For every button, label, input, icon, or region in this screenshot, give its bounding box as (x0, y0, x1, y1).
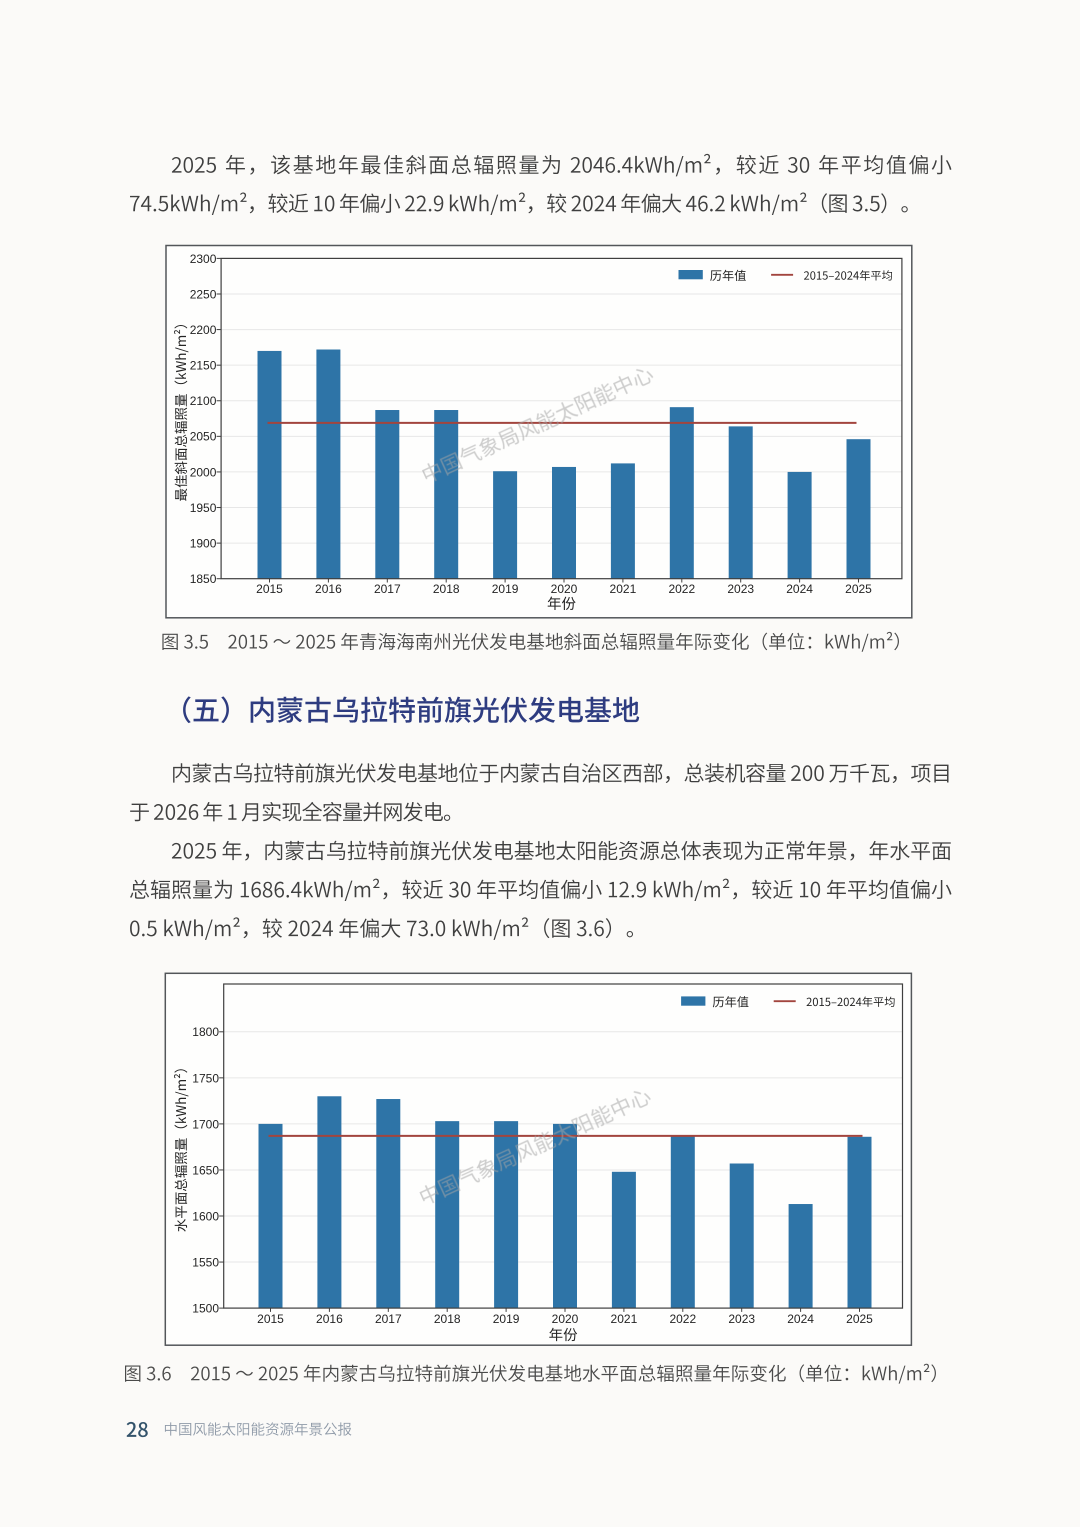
svg-text:1950: 1950 (190, 501, 217, 515)
svg-text:1700: 1700 (192, 1117, 219, 1131)
svg-text:2022: 2022 (669, 1312, 696, 1326)
svg-text:2020: 2020 (552, 1312, 579, 1326)
svg-text:2017: 2017 (375, 1312, 402, 1326)
svg-text:2300: 2300 (190, 252, 217, 266)
svg-text:2018: 2018 (433, 582, 460, 596)
svg-text:2025: 2025 (845, 582, 872, 596)
svg-text:2019: 2019 (492, 582, 519, 596)
svg-text:2018: 2018 (434, 1312, 461, 1326)
svg-text:2016: 2016 (315, 582, 342, 596)
svg-text:2017: 2017 (374, 582, 401, 596)
svg-text:2024: 2024 (786, 582, 813, 596)
svg-text:1650: 1650 (192, 1163, 219, 1177)
svg-text:2023: 2023 (727, 582, 754, 596)
svg-text:2021: 2021 (610, 582, 637, 596)
svg-text:1900: 1900 (190, 537, 217, 551)
svg-text:1850: 1850 (190, 572, 217, 586)
svg-text:2150: 2150 (190, 359, 217, 373)
svg-text:2050: 2050 (190, 430, 217, 444)
svg-text:2022: 2022 (668, 582, 695, 596)
svg-text:1600: 1600 (192, 1209, 219, 1223)
svg-text:2100: 2100 (190, 394, 217, 408)
svg-text:2000: 2000 (190, 465, 217, 479)
svg-text:2015: 2015 (257, 1312, 284, 1326)
svg-text:2019: 2019 (493, 1312, 520, 1326)
svg-text:2020: 2020 (551, 582, 578, 596)
svg-text:2200: 2200 (190, 323, 217, 337)
svg-text:2023: 2023 (728, 1312, 755, 1326)
svg-text:1750: 1750 (192, 1071, 219, 1085)
svg-text:2016: 2016 (316, 1312, 343, 1326)
svg-text:2021: 2021 (611, 1312, 638, 1326)
svg-text:2250: 2250 (190, 287, 217, 301)
svg-text:2025: 2025 (846, 1312, 873, 1326)
svg-text:1550: 1550 (192, 1255, 219, 1269)
svg-text:2015: 2015 (256, 582, 283, 596)
svg-text:1800: 1800 (192, 1025, 219, 1039)
svg-text:1500: 1500 (192, 1302, 219, 1316)
svg-text:2024: 2024 (787, 1312, 814, 1326)
